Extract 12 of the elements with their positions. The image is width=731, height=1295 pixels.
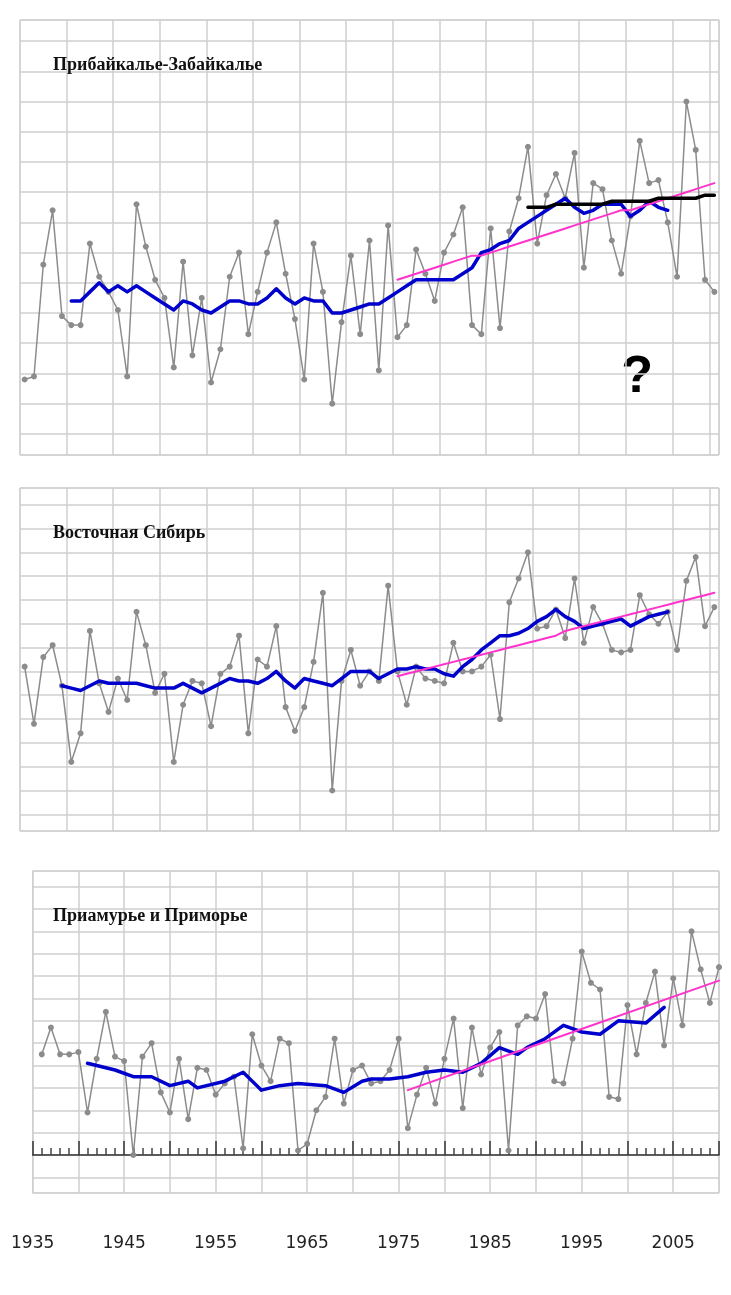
x-tick-label: 1975	[377, 1231, 421, 1252]
chart-title: Восточная Сибирь	[53, 522, 206, 542]
x-tick-label: 2005	[651, 1231, 695, 1252]
annotation: ?	[621, 345, 653, 403]
x-tick-label: 1995	[560, 1231, 604, 1252]
chart-title: Прибайкалье-Забайкалье	[53, 54, 263, 74]
x-tick-label: 1955	[194, 1231, 238, 1252]
chart-title: Приамурье и Приморье	[53, 905, 248, 925]
x-tick-label: 1965	[285, 1231, 329, 1252]
x-tick-label: 1935	[11, 1231, 55, 1252]
x-tick-label: 1985	[468, 1231, 512, 1252]
x-tick-label: 1945	[102, 1231, 146, 1252]
